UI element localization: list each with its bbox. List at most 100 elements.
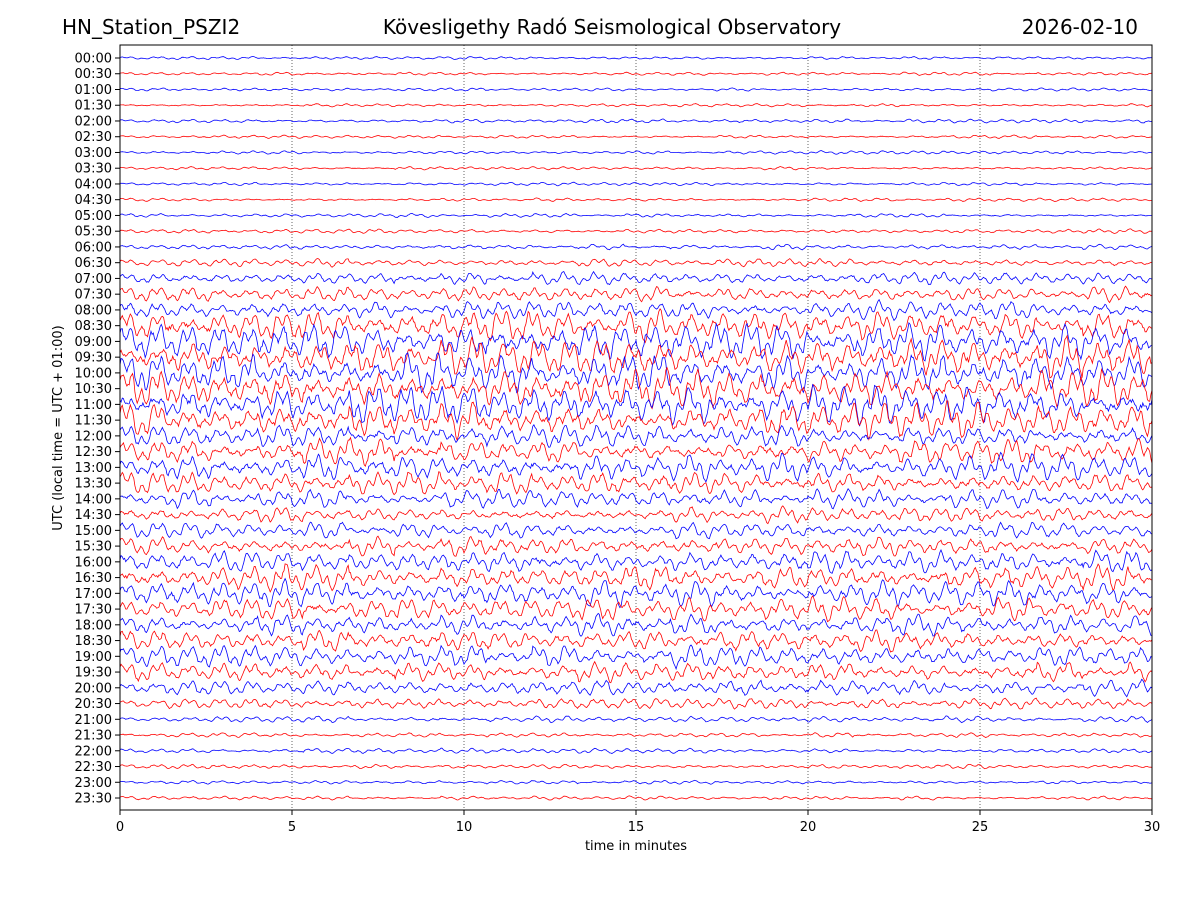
trace-row-1630: [119, 563, 1153, 593]
x-tick-label: 20: [800, 820, 817, 835]
trace-row-0400: [119, 181, 1153, 187]
trace-row-1800: [119, 612, 1153, 637]
trace-row-0430: [119, 197, 1153, 202]
x-tick-label: 10: [456, 820, 473, 835]
y-tick-label: 06:30: [75, 256, 112, 271]
trace-row-0230: [119, 134, 1153, 139]
trace-row-2230: [119, 763, 1153, 770]
y-tick-label: 19:00: [75, 650, 112, 665]
y-axis-label: UTC (local time = UTC + 01:00): [51, 325, 66, 530]
trace-row-2330: [119, 795, 1153, 801]
x-tick-label: 0: [116, 820, 124, 835]
trace-row-0130: [120, 103, 1153, 108]
y-tick-label: 18:00: [75, 618, 112, 633]
y-tick-label: 19:30: [75, 666, 112, 681]
date-title: 2026-02-10: [1021, 15, 1138, 39]
station-title: HN_Station_PSZI2: [62, 15, 241, 39]
y-tick-label: 23:30: [75, 792, 112, 807]
trace-row-0300: [119, 150, 1153, 155]
y-tick-label: 02:30: [75, 130, 112, 145]
trace-row-0530: [119, 228, 1153, 234]
y-tick-label: 12:30: [75, 445, 112, 460]
y-tick-label: 04:30: [75, 193, 112, 208]
y-tick-label: 01:30: [75, 99, 112, 114]
trace-row-1200: [119, 424, 1153, 448]
y-tick-label: 10:00: [75, 366, 112, 381]
x-tick-label: 30: [1144, 820, 1161, 835]
y-tick-label: 20:00: [75, 681, 112, 696]
y-tick-label: 05:00: [75, 209, 112, 224]
x-tick-label: 15: [628, 820, 645, 835]
trace-row-1030: [119, 366, 1153, 410]
y-tick-label: 07:00: [75, 272, 112, 287]
trace-row-1600: [119, 548, 1153, 574]
trace-row-1000: [119, 352, 1153, 394]
y-tick-label: 13:30: [75, 477, 112, 492]
trace-row-0500: [119, 212, 1152, 218]
y-tick-label: 11:00: [75, 398, 112, 413]
trace-row-1430: [119, 505, 1153, 525]
y-tick-label: 14:00: [75, 492, 112, 507]
y-tick-label: 12:00: [75, 429, 112, 444]
y-tick-label: 03:00: [75, 146, 112, 161]
trace-row-1400: [119, 488, 1153, 510]
y-tick-label: 17:30: [75, 603, 112, 618]
trace-row-0630: [119, 258, 1153, 268]
y-tick-label: 02:00: [75, 114, 112, 129]
observatory-title: Kövesligethy Radó Seismological Observat…: [382, 15, 842, 39]
y-tick-label: 16:30: [75, 571, 112, 586]
trace-row-0330: [119, 166, 1153, 171]
y-tick-label: 04:00: [75, 177, 112, 192]
trace-row-1500: [119, 521, 1153, 540]
trace-row-0730: [119, 285, 1153, 304]
trace-row-0700: [119, 270, 1153, 286]
y-tick-label: 16:00: [75, 555, 112, 570]
y-tick-label: 22:00: [75, 744, 112, 759]
trace-row-1230: [119, 436, 1153, 468]
y-tick-label: 22:30: [75, 760, 112, 775]
trace-row-2300: [119, 779, 1153, 785]
trace-row-1300: [119, 451, 1153, 483]
y-tick-label: 08:30: [75, 319, 112, 334]
y-tick-label: 15:00: [75, 524, 112, 539]
trace-row-0200: [119, 118, 1153, 124]
trace-row-1700: [119, 577, 1153, 609]
y-tick-label: 21:30: [75, 729, 112, 744]
y-tick-label: 14:30: [75, 508, 112, 523]
y-tick-label: 00:00: [75, 52, 112, 67]
trace-row-2200: [119, 747, 1153, 754]
y-tick-label: 06:00: [75, 240, 112, 255]
trace-row-2030: [119, 697, 1153, 710]
trace-row-2130: [119, 732, 1153, 738]
y-tick-label: 00:30: [75, 67, 112, 82]
trace-row-0900: [119, 322, 1153, 362]
x-tick-label: 5: [288, 820, 296, 835]
trace-row-2100: [119, 715, 1153, 724]
y-tick-label: 09:00: [75, 335, 112, 350]
y-tick-label: 18:30: [75, 634, 112, 649]
y-tick-label: 11:30: [75, 414, 112, 429]
trace-row-0930: [119, 334, 1153, 379]
trace-row-0030: [119, 71, 1153, 76]
y-tick-label: 20:30: [75, 697, 112, 712]
trace-row-1100: [119, 383, 1153, 427]
y-tick-label: 21:00: [75, 713, 112, 728]
trace-row-0000: [119, 56, 1153, 60]
trace-row-0830: [119, 308, 1153, 344]
y-tick-label: 10:30: [75, 382, 112, 397]
trace-row-0100: [119, 87, 1153, 92]
trace-row-1330: [119, 471, 1153, 496]
y-tick-label: 03:30: [75, 162, 112, 177]
trace-row-1900: [119, 644, 1153, 671]
trace-row-2000: [119, 678, 1153, 698]
trace-row-1930: [119, 660, 1153, 684]
y-tick-label: 08:00: [75, 303, 112, 318]
y-tick-label: 05:30: [75, 225, 112, 240]
y-tick-label: 17:00: [75, 587, 112, 602]
y-tick-label: 13:00: [75, 461, 112, 476]
trace-row-1130: [119, 400, 1153, 442]
trace-row-0800: [119, 298, 1153, 322]
y-tick-label: 15:30: [75, 540, 112, 555]
y-tick-label: 07:30: [75, 288, 112, 303]
